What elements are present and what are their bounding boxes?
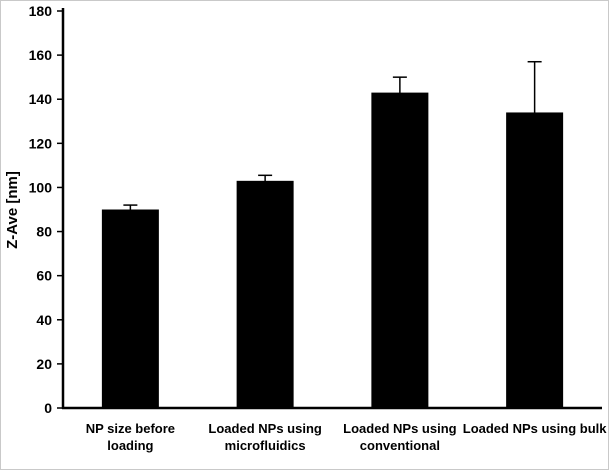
x-category-label: loading <box>107 438 153 453</box>
x-category-label: microfluidics <box>225 438 306 453</box>
x-category-label: Loaded NPs using bulk <box>463 421 608 436</box>
y-tick-label: 160 <box>29 47 53 63</box>
x-category-label: conventional <box>360 438 440 453</box>
y-axis-label: Z-Ave [nm] <box>4 171 21 249</box>
y-tick-label: 0 <box>44 400 52 416</box>
y-tick-label: 120 <box>29 135 53 151</box>
y-tick-label: 20 <box>36 356 52 372</box>
x-category-label: Loaded NPs using <box>343 421 456 436</box>
y-tick-label: 40 <box>36 312 52 328</box>
bar <box>101 209 159 408</box>
y-tick-label: 140 <box>29 91 53 107</box>
bar <box>371 92 429 408</box>
bar <box>236 180 294 408</box>
y-tick-label: 60 <box>36 268 52 284</box>
y-tick-label: 180 <box>29 3 53 19</box>
x-category-label: NP size before <box>86 421 175 436</box>
x-category-label: Loaded NPs using <box>208 421 321 436</box>
y-tick-label: 80 <box>36 224 52 240</box>
y-tick-label: 100 <box>29 179 53 195</box>
